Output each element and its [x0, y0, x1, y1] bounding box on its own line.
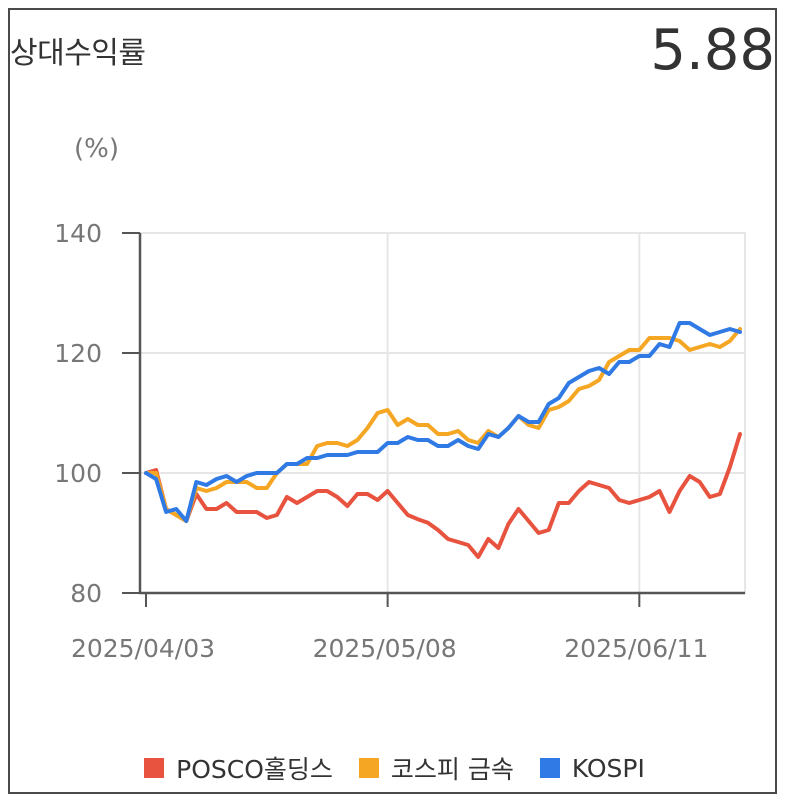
legend-label-posco: POSCO홀딩스	[176, 755, 333, 784]
series-line-posco	[144, 432, 742, 559]
x-tick-label: 2025/04/03	[71, 634, 215, 663]
series-line-kospi-metal	[144, 327, 742, 523]
chart-legend: POSCO홀딩스 코스피 금속 KOSPI	[0, 748, 789, 788]
chart-card	[8, 8, 777, 794]
y-tick-label: 100	[54, 459, 102, 488]
legend-label-kospi-metal: 코스피 금속	[390, 755, 514, 784]
line-chart: 140 120 100 80 2025/04/03 2025/05/08 2025/06/1…	[54, 219, 746, 663]
legend-item-kospi: KOSPI	[539, 753, 645, 783]
legend-item-kospi-metal: 코스피 금속	[358, 750, 514, 786]
y-tick-label: 120	[54, 339, 102, 368]
legend-label-kospi: KOSPI	[571, 753, 645, 783]
chart-title: 상대수익률	[10, 36, 146, 71]
legend-swatch-kospi	[539, 758, 560, 778]
legend-item-posco: POSCO홀딩스	[144, 750, 333, 786]
series-line-kospi	[144, 321, 742, 523]
y-tick-label: 80	[70, 579, 102, 608]
legend-swatch-posco	[144, 758, 165, 778]
x-tick-label: 2025/06/11	[564, 634, 708, 663]
x-tick-label: 2025/05/08	[313, 634, 457, 663]
legend-swatch-kospi-metal	[358, 758, 379, 778]
headline-value: 5.88	[650, 18, 775, 83]
y-tick-label: 140	[54, 219, 102, 248]
y-axis-unit: (%)	[74, 134, 119, 164]
plot-frame	[139, 232, 746, 594]
